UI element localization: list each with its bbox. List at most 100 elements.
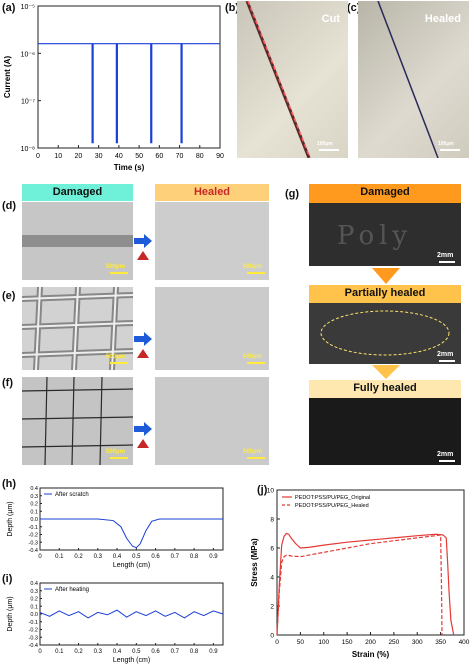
g-written-text: Poly bbox=[337, 221, 413, 251]
panel-label-h: (h) bbox=[2, 478, 17, 490]
cut-line bbox=[245, 1, 311, 158]
x-tick-label: 350 bbox=[435, 639, 446, 646]
x-tick-label: 0.6 bbox=[151, 554, 160, 560]
y-tick-label: 2 bbox=[270, 604, 274, 611]
y-tick-label: 0.1 bbox=[30, 509, 38, 515]
healed-line bbox=[377, 1, 439, 158]
scale-label-d1: 500μm bbox=[106, 264, 126, 270]
x-tick-label: 0.7 bbox=[171, 649, 180, 655]
x-tick-label: 0.6 bbox=[151, 649, 160, 655]
y-tick-label: -0.1 bbox=[29, 620, 38, 626]
y-tick-label: -0.3 bbox=[29, 540, 38, 546]
micrograph-e-damaged: 500μm bbox=[22, 287, 133, 370]
x-axis-label: Length (cm) bbox=[113, 657, 150, 664]
y-tick-label: -0.4 bbox=[29, 643, 38, 649]
x-tick-label: 0.2 bbox=[74, 649, 83, 655]
y-tick-label: -0.2 bbox=[29, 628, 38, 634]
x-axis-label: Length (cm) bbox=[113, 562, 150, 569]
scale-label-b: 100μm bbox=[317, 141, 333, 147]
scale-bar-f1 bbox=[110, 457, 128, 459]
x-tick-label: 0.3 bbox=[94, 554, 103, 560]
x-tick-label: 0.8 bbox=[190, 649, 199, 655]
scale-bar-g3 bbox=[439, 460, 455, 462]
y-axis-label: Stress (MPa) bbox=[250, 538, 259, 587]
x-tick-label: 0 bbox=[38, 649, 42, 655]
x-axis-label: Time (s) bbox=[114, 163, 145, 172]
y-tick-label: -0.4 bbox=[29, 548, 38, 554]
y-tick-label: 0.1 bbox=[30, 604, 38, 610]
x-tick-label: 0.1 bbox=[55, 554, 64, 560]
scale-bar-f2 bbox=[247, 457, 265, 459]
cut-title: Cut bbox=[321, 13, 340, 25]
g-damaged-header: Damaged bbox=[309, 184, 461, 203]
x-tick-label: 0.8 bbox=[190, 554, 199, 560]
scale-bar-g2 bbox=[439, 360, 455, 362]
y-tick-label: 10⁻⁵ bbox=[21, 4, 35, 11]
arrow-d bbox=[134, 234, 152, 260]
x-tick-label: 0.1 bbox=[55, 649, 64, 655]
arrow-f bbox=[134, 422, 152, 448]
micrograph-cut: Cut 100μm bbox=[237, 1, 348, 158]
legend-label-1: PEDOT:PSS/PU/PEG_Original bbox=[295, 495, 370, 501]
scale-label-f2: 500μm bbox=[243, 449, 263, 455]
panel-label-g: (g) bbox=[285, 188, 300, 200]
x-tick-label: 400 bbox=[459, 639, 470, 646]
x-tick-label: 0.5 bbox=[132, 554, 141, 560]
y-tick-label: 0.3 bbox=[30, 589, 38, 595]
y-tick-label: 0 bbox=[270, 633, 274, 640]
panel-label-d: (d) bbox=[2, 200, 17, 212]
x-tick-label: 50 bbox=[135, 153, 143, 160]
x-tick-label: 90 bbox=[216, 153, 224, 160]
g-partial-header: Partially healed bbox=[309, 285, 461, 303]
scale-label-c: 100μm bbox=[438, 141, 454, 147]
damaged-header: Damaged bbox=[22, 184, 133, 201]
scale-bar-c bbox=[440, 149, 460, 151]
scale-label-d2: 500μm bbox=[243, 264, 263, 270]
scale-bar-b bbox=[319, 149, 339, 151]
micrograph-f-damaged: 500μm bbox=[22, 377, 133, 465]
y-tick-label: -0.1 bbox=[29, 525, 38, 531]
micrograph-d-healed: 500μm bbox=[155, 202, 269, 280]
chart-i: 0 0.1 0.2 0.3 0.4 0.5 0.6 0.7 0.8 0.9-0.4-0.3-0.2… bbox=[7, 581, 224, 664]
y-tick-label: 10⁻⁶ bbox=[21, 51, 35, 58]
x-tick-label: 100 bbox=[318, 639, 329, 646]
micrograph-e-healed: 500μm bbox=[155, 287, 269, 370]
panel-label-a: (a) bbox=[2, 2, 16, 14]
scale-bar-d1 bbox=[110, 272, 128, 274]
y-tick-label: 4 bbox=[270, 575, 274, 582]
chart-j: 0 50 100 150 200 250 300 350 400 0 2 4 6 8 10 Strain (%… bbox=[250, 488, 470, 660]
x-tick-label: 10 bbox=[54, 153, 62, 160]
x-tick-label: 0 bbox=[36, 153, 40, 160]
y-axis-label: Current (A) bbox=[3, 56, 12, 99]
x-tick-label: 0.9 bbox=[209, 649, 218, 655]
depth-series bbox=[39, 609, 224, 619]
panel-label-c: (c) bbox=[347, 2, 361, 14]
x-tick-label: 300 bbox=[412, 639, 423, 646]
y-tick-label: 0.2 bbox=[30, 502, 38, 508]
x-tick-label: 0 bbox=[275, 639, 279, 646]
chart-h: 0 0.1 0.2 0.3 0.4 0.5 0.6 0.7 0.8 0.9-0.4-0.3-0.2… bbox=[7, 486, 224, 569]
g-partial-ellipse bbox=[320, 310, 450, 356]
y-tick-label: 0.4 bbox=[30, 581, 38, 587]
mesh-pattern bbox=[22, 287, 133, 370]
y-axis-label: Depth (μm) bbox=[7, 501, 14, 536]
g-damaged-image: Poly 2mm bbox=[309, 203, 461, 266]
y-tick-label: 0.0 bbox=[30, 612, 38, 618]
grid-scratches bbox=[22, 377, 133, 465]
panel-label-b: (b) bbox=[225, 2, 240, 14]
x-tick-label: 200 bbox=[365, 639, 376, 646]
x-tick-label: 250 bbox=[388, 639, 399, 646]
y-tick-label: 0.3 bbox=[30, 494, 38, 500]
scale-label-g1: 2mm bbox=[437, 252, 454, 259]
panel-label-f: (f) bbox=[2, 377, 13, 389]
micrograph-healed: Healed 100μm bbox=[358, 1, 469, 158]
current-series bbox=[38, 43, 220, 144]
stress-series-2 bbox=[276, 534, 443, 636]
y-tick-label: 0.2 bbox=[30, 597, 38, 603]
depth-series bbox=[40, 518, 223, 549]
scratch-band bbox=[22, 235, 133, 247]
scale-bar-d2 bbox=[247, 272, 265, 274]
legend-label: After heating bbox=[55, 587, 89, 593]
panel-label-e: (e) bbox=[2, 290, 16, 302]
scale-bar-e1 bbox=[110, 362, 128, 364]
